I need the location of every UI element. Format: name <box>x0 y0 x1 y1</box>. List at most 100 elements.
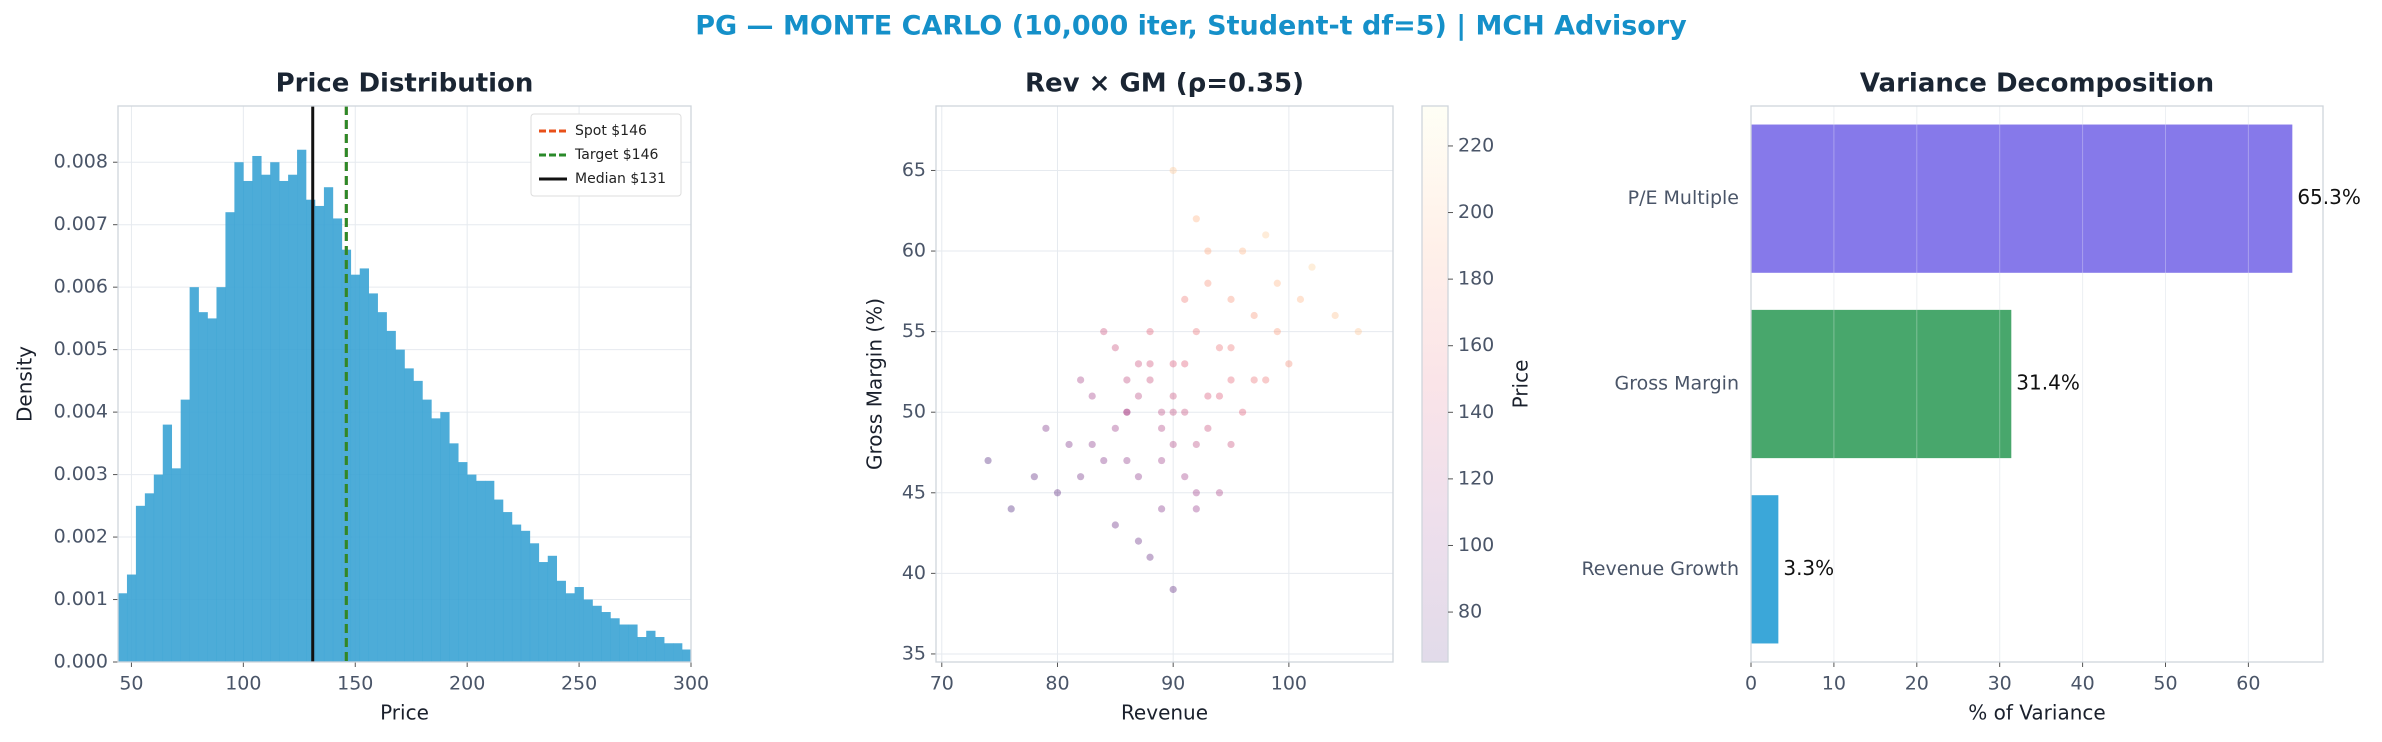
scatter-point <box>1227 344 1235 352</box>
colorbar-tick-label: 220 <box>1458 134 1494 156</box>
histogram-bar <box>467 474 477 662</box>
histogram-bar <box>144 493 155 662</box>
y-tick-label: 0.005 <box>54 338 108 360</box>
histogram-bar <box>350 274 361 662</box>
histogram-bar <box>502 512 513 662</box>
scatter-point <box>1077 473 1085 481</box>
x-tick-label: 20 <box>1905 673 1929 695</box>
histogram-bar <box>619 624 629 662</box>
scatter-point <box>1308 263 1316 271</box>
scatter-point <box>1273 279 1281 287</box>
x-tick-label: 200 <box>449 673 485 695</box>
scatter-point <box>1065 440 1073 449</box>
scatter-point <box>1077 376 1085 384</box>
scatter-point <box>1100 328 1108 336</box>
y-tick-label: 0.000 <box>54 651 108 673</box>
scatter-point <box>1146 553 1154 561</box>
y-tick-label: 65 <box>902 159 926 181</box>
scatter-point <box>1262 231 1270 239</box>
x-tick-label: 50 <box>2153 673 2177 695</box>
x-tick-label: 300 <box>673 673 709 695</box>
histogram-bar <box>538 562 549 662</box>
histogram-bar <box>494 499 504 662</box>
x-tick-label: 60 <box>2236 673 2260 695</box>
scatter-point <box>1088 440 1096 449</box>
histogram-bar <box>171 468 181 662</box>
histogram-bar <box>126 574 137 662</box>
y-tick-label: 50 <box>902 401 926 423</box>
histogram-bar <box>135 505 146 662</box>
histogram-bar <box>297 149 307 662</box>
histogram-bar <box>332 218 343 662</box>
scatter-point <box>1158 424 1166 432</box>
colorbar-frame <box>1421 105 1449 663</box>
y-tick-label: Gross Margin <box>1615 373 1739 395</box>
histogram-bar <box>655 637 665 662</box>
scatter-point <box>1169 440 1177 449</box>
scatter-point <box>1181 295 1189 303</box>
histogram-bar <box>458 462 468 662</box>
y-tick-label: 45 <box>902 481 926 503</box>
scatter-point <box>1123 376 1131 384</box>
histogram-bar <box>377 312 387 662</box>
y-tick-label: 55 <box>902 320 926 342</box>
colorbar-tick-label: 100 <box>1458 534 1494 556</box>
histogram-bar <box>628 624 638 662</box>
y-tick-label: Revenue Growth <box>1581 558 1739 580</box>
scatter-point <box>1158 456 1166 465</box>
histogram-bar <box>476 480 486 662</box>
colorbar-label: Price <box>1509 360 1533 409</box>
y-tick-label: 0.001 <box>54 588 108 610</box>
scatter-point <box>1088 392 1096 400</box>
histogram-bar <box>646 630 656 662</box>
scatter-point <box>1331 311 1339 320</box>
colorbar-tick-label: 140 <box>1458 401 1494 423</box>
scatter-point <box>1204 247 1212 255</box>
y-axis-label: Gross Margin (%) <box>863 298 887 470</box>
histogram-bar <box>225 212 235 662</box>
histogram-bar <box>306 199 316 662</box>
scatter-point <box>1215 344 1224 352</box>
histogram-bar <box>673 643 683 662</box>
scatter-point <box>1250 311 1258 320</box>
histogram-bar <box>216 287 226 662</box>
histogram-bar <box>288 174 298 662</box>
y-tick-label: 0.007 <box>54 213 108 235</box>
histogram-bar <box>431 418 441 662</box>
scatter-point <box>1169 408 1177 416</box>
scatter-point <box>1134 537 1143 545</box>
scatter-point <box>1123 456 1131 465</box>
scatter-point <box>1134 392 1143 400</box>
scatter-point <box>1238 408 1247 416</box>
histogram-bar <box>520 530 531 662</box>
scatter-point <box>1181 408 1189 416</box>
x-tick-label: 10 <box>1822 673 1846 695</box>
value-label: 31.4% <box>2016 371 2080 395</box>
legend-label: Median $131 <box>575 171 666 187</box>
plot-frame <box>935 105 1394 663</box>
histogram-bar <box>574 587 584 662</box>
histogram-bar <box>314 205 325 662</box>
histogram-bar <box>180 399 190 662</box>
scatter-point <box>1123 408 1131 416</box>
scatter-point <box>1192 440 1200 449</box>
x-axis-label: Price <box>380 701 429 725</box>
scatter-point <box>1169 392 1177 400</box>
histogram-bar <box>395 349 405 662</box>
scatter-point <box>1204 424 1212 432</box>
scatter-point <box>1146 376 1154 384</box>
histogram-bar <box>422 399 432 662</box>
scatter-point <box>1134 473 1143 481</box>
colorbar-tick-label: 120 <box>1458 467 1494 489</box>
y-tick-label: 0.006 <box>54 276 108 298</box>
scatter-point <box>1100 456 1108 465</box>
scatter-point <box>1273 328 1281 336</box>
histogram-bar <box>234 162 244 662</box>
scatter-point <box>1158 408 1166 416</box>
x-tick-label: 40 <box>2071 673 2095 695</box>
colorbar-tick-label: 200 <box>1458 201 1494 223</box>
colorbar-tick-label: 180 <box>1458 268 1494 290</box>
scatter-point <box>1181 360 1189 368</box>
histogram-bar <box>547 555 558 662</box>
